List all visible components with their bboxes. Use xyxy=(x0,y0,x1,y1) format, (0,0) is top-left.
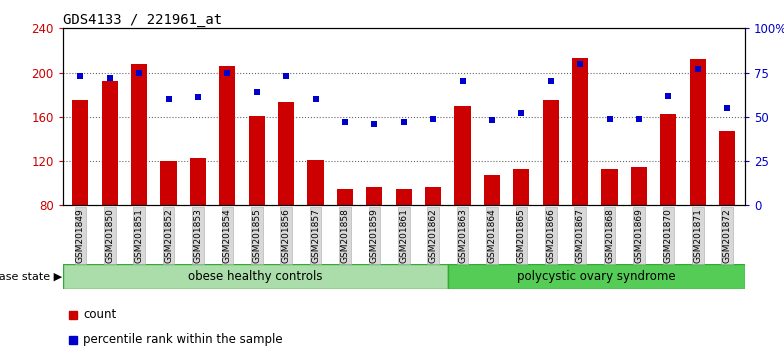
Text: polycystic ovary syndrome: polycystic ovary syndrome xyxy=(517,270,676,283)
Bar xyxy=(278,102,294,205)
Text: GSM201857: GSM201857 xyxy=(311,208,320,263)
Text: GSM201863: GSM201863 xyxy=(458,208,467,263)
Text: GSM201870: GSM201870 xyxy=(664,208,673,263)
Bar xyxy=(161,161,176,205)
Bar xyxy=(543,100,559,205)
Text: count: count xyxy=(83,308,117,321)
Text: GSM201872: GSM201872 xyxy=(723,208,731,263)
Text: obese healthy controls: obese healthy controls xyxy=(188,270,322,283)
Text: GSM201862: GSM201862 xyxy=(429,208,437,263)
Bar xyxy=(719,131,735,205)
Text: GSM201865: GSM201865 xyxy=(517,208,526,263)
Bar xyxy=(190,158,206,205)
Text: GSM201869: GSM201869 xyxy=(634,208,644,263)
Text: GSM201853: GSM201853 xyxy=(194,208,202,263)
Bar xyxy=(72,100,89,205)
Bar xyxy=(220,66,235,205)
Text: GSM201854: GSM201854 xyxy=(223,208,232,263)
Text: GSM201871: GSM201871 xyxy=(693,208,702,263)
Bar xyxy=(660,114,677,205)
Bar xyxy=(366,187,383,205)
Text: GSM201861: GSM201861 xyxy=(399,208,408,263)
Bar xyxy=(514,169,529,205)
Text: GSM201855: GSM201855 xyxy=(252,208,261,263)
Bar xyxy=(690,59,706,205)
Text: GSM201852: GSM201852 xyxy=(164,208,173,263)
Text: percentile rank within the sample: percentile rank within the sample xyxy=(83,333,283,346)
FancyBboxPatch shape xyxy=(63,264,448,289)
Text: GSM201868: GSM201868 xyxy=(605,208,614,263)
Bar xyxy=(249,116,265,205)
Bar xyxy=(601,169,618,205)
Text: GSM201867: GSM201867 xyxy=(575,208,585,263)
Text: GSM201856: GSM201856 xyxy=(281,208,291,263)
Text: GSM201849: GSM201849 xyxy=(76,208,85,263)
Bar xyxy=(102,81,118,205)
Text: GSM201864: GSM201864 xyxy=(488,208,496,263)
Bar xyxy=(396,189,412,205)
Text: disease state ▶: disease state ▶ xyxy=(0,272,62,281)
Bar xyxy=(631,167,647,205)
Bar xyxy=(425,187,441,205)
Text: GSM201851: GSM201851 xyxy=(135,208,143,263)
Bar xyxy=(337,189,353,205)
Bar xyxy=(307,160,324,205)
Text: GSM201858: GSM201858 xyxy=(340,208,350,263)
Text: GSM201850: GSM201850 xyxy=(105,208,114,263)
Bar xyxy=(131,64,147,205)
Text: GDS4133 / 221961_at: GDS4133 / 221961_at xyxy=(63,13,222,27)
Text: GSM201859: GSM201859 xyxy=(370,208,379,263)
Bar xyxy=(455,106,470,205)
Text: GSM201866: GSM201866 xyxy=(546,208,555,263)
FancyBboxPatch shape xyxy=(448,264,745,289)
Bar xyxy=(484,176,500,205)
Bar xyxy=(572,58,588,205)
